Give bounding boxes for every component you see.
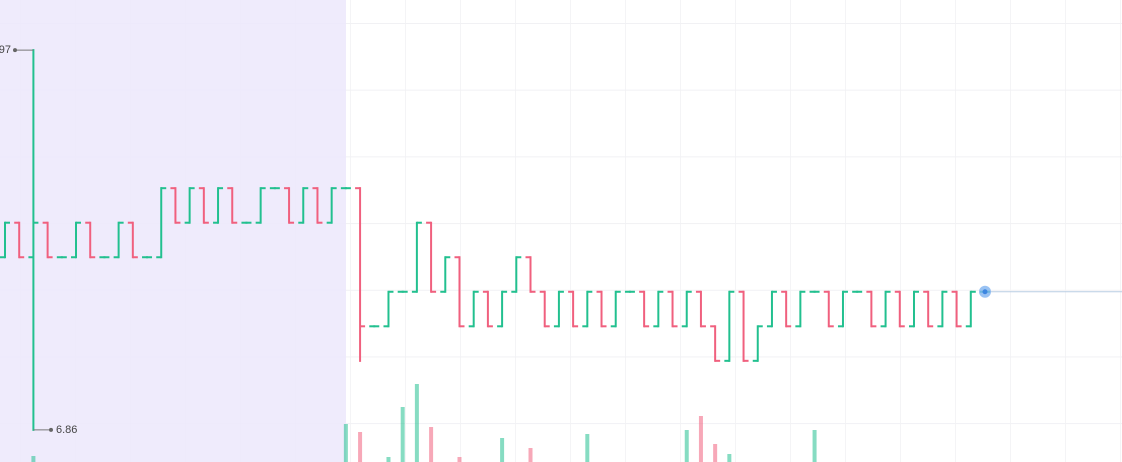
- volume-bar: [684, 430, 689, 462]
- last-price-dot-core: [982, 289, 988, 295]
- volume-bar: [31, 456, 36, 462]
- volume-bar: [358, 432, 363, 462]
- selection-shade: [0, 0, 346, 462]
- max-marker-dot: [13, 48, 17, 53]
- max-label: 6.97: [0, 44, 11, 56]
- volume-bar: [386, 457, 391, 462]
- volume-bar: [812, 430, 817, 462]
- volume-bar: [727, 454, 732, 462]
- volume-bar: [500, 438, 505, 462]
- min-label: 6.86: [56, 424, 77, 436]
- volume-bar: [713, 444, 718, 462]
- volume-bar: [528, 448, 533, 462]
- volume-bar: [343, 424, 348, 462]
- volume-bar: [585, 434, 590, 462]
- volume-bar: [429, 427, 434, 462]
- min-marker-dot: [49, 427, 53, 432]
- volume-bar: [400, 407, 405, 462]
- volume-bar: [457, 457, 462, 462]
- volume-bar: [414, 384, 419, 462]
- volume-bar: [698, 416, 703, 462]
